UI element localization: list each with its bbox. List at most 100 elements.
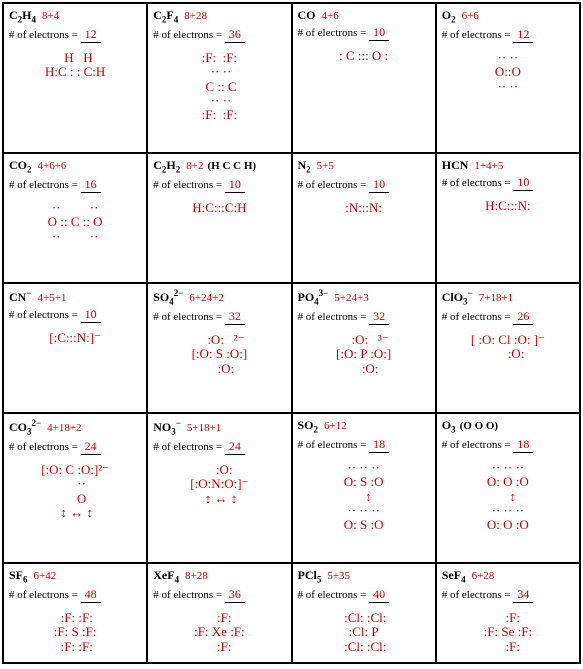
electrons-line: # of electrons = 10 xyxy=(442,175,574,191)
electron-calc: 6+28 xyxy=(472,570,495,582)
electrons-label: # of electrons = xyxy=(298,179,367,191)
formula: C2H28+2(H C C H) xyxy=(153,158,285,175)
lewis-structure: ·· ·· ·· O: S :O ↕ ·· ·· ·· O: S :O xyxy=(298,461,430,532)
formula-text: CO xyxy=(298,8,316,22)
electrons-label: # of electrons = xyxy=(298,439,367,451)
formula: SeF4 6+28 xyxy=(442,568,574,585)
cell-5: C2H28+2(H C C H)# of electrons = 10H:C::… xyxy=(147,153,291,283)
cell-3: O26+6# of electrons = 12·· ·· O::O ·· ·· xyxy=(436,3,580,153)
electrons-line: # of electrons = 26 xyxy=(442,309,574,325)
electron-calc: 6+42 xyxy=(34,570,57,582)
electron-count: 10 xyxy=(225,177,245,193)
cell-18: PCl55+35# of electrons = 40 :Cl: :Cl: :C… xyxy=(292,563,436,663)
electron-count: 18 xyxy=(369,437,389,453)
formula: CO24+6+6 xyxy=(9,158,141,175)
cell-10: PO43−5+24+3# of electrons = 32 :O: ³⁻ [:… xyxy=(292,283,436,413)
electrons-label: # of electrons = xyxy=(442,589,511,601)
structure-hint: (O O O) xyxy=(460,420,499,432)
electrons-label: # of electrons = xyxy=(9,179,78,191)
electron-count: 26 xyxy=(513,309,533,325)
electrons-line: # of electrons = 24 xyxy=(153,439,285,455)
lewis-structure: H:C:::N: xyxy=(442,199,574,213)
lewis-structure: :F: :F: :F: S :F: :F: :F: xyxy=(9,611,141,654)
lewis-structure: [:O: C :O:]²⁻ ·· O ↕ ↔ ↕ xyxy=(9,463,141,520)
electrons-label: # of electrons = xyxy=(153,589,222,601)
electrons-line: # of electrons = 48 xyxy=(9,587,141,603)
lewis-structure: : C ::: O : xyxy=(298,49,430,63)
lewis-structure: :O: [:O:N:O:]⁻ ↕ ↔ ↕ xyxy=(153,463,285,506)
electrons-line: # of electrons = 24 xyxy=(9,439,141,455)
electron-count: 36 xyxy=(225,587,245,603)
lewis-structure: :O: ³⁻ [:O: P :O:] :O: xyxy=(298,333,430,376)
electrons-line: # of electrons = 32 xyxy=(298,309,430,325)
electron-calc: 8+28 xyxy=(185,570,208,582)
electrons-line: # of electrons = 10 xyxy=(298,25,430,41)
formula: NO3−5+18+1 xyxy=(153,418,285,437)
electron-count: 36 xyxy=(225,27,245,43)
formula-text: PCl5 xyxy=(298,568,322,582)
cell-7: HCN1+4+5# of electrons = 10H:C:::N: xyxy=(436,153,580,283)
electron-count: 10 xyxy=(513,175,533,191)
formula-text: ClO3− xyxy=(442,290,473,304)
formula: HCN1+4+5 xyxy=(442,158,574,173)
electrons-line: # of electrons = 18 xyxy=(442,437,574,453)
electrons-label: # of electrons = xyxy=(153,29,222,41)
cell-19: SeF46+28# of electrons = 34 :F: :F: Se :… xyxy=(436,563,580,663)
electrons-line: # of electrons = 16 xyxy=(9,177,141,193)
electron-count: 18 xyxy=(513,437,533,453)
electron-count: 48 xyxy=(81,587,101,603)
electrons-line: # of electrons = 12 xyxy=(442,27,574,43)
electron-count: 10 xyxy=(369,25,389,41)
electron-calc: 5+18+1 xyxy=(187,422,221,434)
formula-text: C2H4 xyxy=(9,8,36,22)
cell-0: C2H48+4# of electrons = 12 H H H:C : : C… xyxy=(3,3,147,153)
formula: XeF4 8+28 xyxy=(153,568,285,585)
structure-hint: (H C C H) xyxy=(207,160,256,172)
lewis-structure: [:C:::N:]⁻ xyxy=(9,331,141,345)
electron-calc: 6+12 xyxy=(324,420,347,432)
electron-calc: 4+6+6 xyxy=(38,160,67,172)
electrons-label: # of electrons = xyxy=(153,441,222,453)
electron-count: 34 xyxy=(513,587,533,603)
formula-text: SeF4 xyxy=(442,568,466,582)
electrons-label: # of electrons = xyxy=(9,29,78,41)
electron-calc: 7+18+1 xyxy=(479,292,513,304)
formula: CO32−4+18+2 xyxy=(9,418,141,437)
worksheet-grid: C2H48+4# of electrons = 12 H H H:C : : C… xyxy=(2,2,581,664)
formula: O26+6 xyxy=(442,8,574,25)
formula: CO4+6 xyxy=(298,8,430,23)
electron-calc: 5+5 xyxy=(317,160,334,172)
cell-1: C2F48+28# of electrons = 36:F: :F: ·· ··… xyxy=(147,3,291,153)
cell-11: ClO3− 7+18+1 # of electrons = 26 [ :O: Cl :… xyxy=(436,283,580,413)
formula-text: CO32− xyxy=(9,420,41,434)
formula: SF66+42 xyxy=(9,568,141,585)
electron-calc: 4+5+1 xyxy=(37,292,66,304)
cell-13: NO3−5+18+1 # of electrons = 24 :O: [:O:N:… xyxy=(147,413,291,563)
formula-text: XeF4 xyxy=(153,568,179,582)
electrons-label: # of electrons = xyxy=(9,589,78,601)
electrons-line: # of electrons = 40 xyxy=(298,587,430,603)
electron-calc: 8+28 xyxy=(184,10,207,22)
cell-17: XeF48+28# of electrons = 36 :F: :F: Xe :… xyxy=(147,563,291,663)
electron-calc: 8+4 xyxy=(42,10,59,22)
formula-text: SO42− xyxy=(153,290,183,304)
electrons-line: # of electrons = 36 xyxy=(153,27,285,43)
cell-14: SO26+12 # of electrons = 18 ·· ·· ·· O: S … xyxy=(292,413,436,563)
cell-6: N25+5# of electrons = 10:N:::N: xyxy=(292,153,436,283)
electron-count: 10 xyxy=(369,177,389,193)
electron-calc: 6+24+2 xyxy=(189,292,223,304)
electrons-line: # of electrons = 36 xyxy=(153,587,285,603)
lewis-structure: [ :O: Cl :O: ]⁻ :O: xyxy=(442,333,574,362)
formula-text: O3 xyxy=(442,418,456,432)
lewis-structure: ·· ·· O :: C :: O ·· ·· xyxy=(9,201,141,244)
formula: C2H4 8+4 xyxy=(9,8,141,25)
electrons-label: # of electrons = xyxy=(442,29,511,41)
cell-4: CO24+6+6# of electrons = 16·· ·· O :: C … xyxy=(3,153,147,283)
formula: SO26+12 xyxy=(298,418,430,435)
electrons-label: # of electrons = xyxy=(153,179,222,191)
lewis-structure: :Cl: :Cl: :Cl: P :Cl: :Cl: xyxy=(298,611,430,654)
electrons-label: # of electrons = xyxy=(153,311,222,323)
formula: C2F48+28 xyxy=(153,8,285,25)
electron-calc: 8+2 xyxy=(186,160,203,172)
electron-count: 16 xyxy=(81,177,101,193)
